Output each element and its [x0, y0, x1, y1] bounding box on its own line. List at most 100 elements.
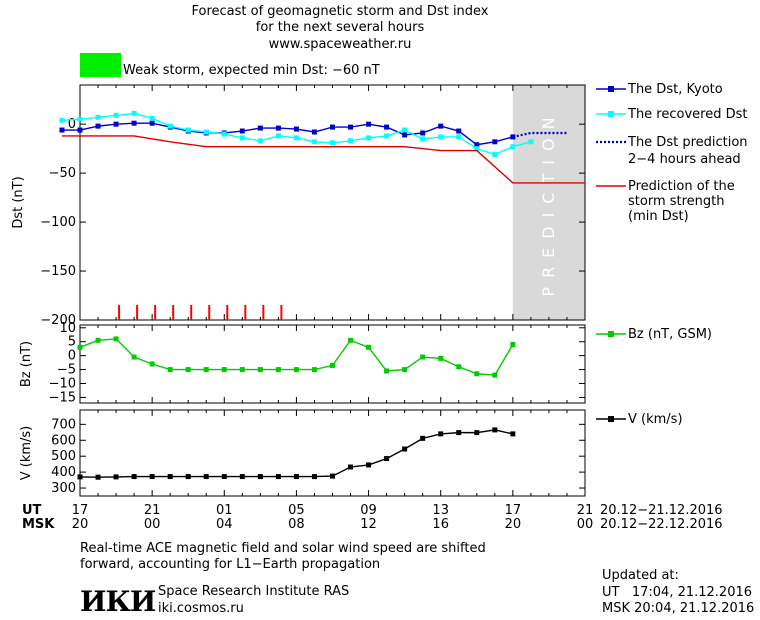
panel-2-ylabel: V (km/s) [19, 426, 34, 481]
y-tick-label: 0 [68, 349, 76, 364]
data-point [275, 474, 281, 480]
propagation-note-line2: forward, accounting for L1−Earth propaga… [80, 557, 381, 572]
data-point [95, 337, 101, 343]
data-point [149, 115, 155, 121]
y-tick-label: 10 [59, 321, 76, 336]
data-point [311, 474, 317, 480]
data-point [402, 127, 408, 133]
data-point [59, 117, 65, 123]
y-tick-label: −200 [40, 313, 76, 328]
data-point [510, 342, 516, 347]
data-point [221, 474, 227, 480]
data-point [330, 124, 335, 130]
data-point [492, 139, 498, 145]
time-tick-label: 21 [576, 503, 594, 518]
prediction-band [512, 85, 585, 320]
data-point [95, 114, 101, 120]
data-point [438, 123, 444, 129]
y-tick-label: −15 [49, 390, 76, 405]
institute-url[interactable]: iki.cosmos.ru [158, 601, 244, 616]
data-point [149, 474, 155, 480]
data-point [474, 142, 480, 148]
data-point [348, 138, 354, 144]
legend-marker [608, 111, 614, 117]
data-point [293, 135, 299, 141]
data-point [402, 446, 408, 452]
data-point [366, 121, 372, 127]
series-0-2 [512, 131, 567, 138]
data-point [59, 127, 65, 133]
data-point [311, 139, 317, 145]
data-point [113, 474, 119, 480]
data-point [456, 134, 462, 140]
series-2-0 [77, 427, 516, 480]
chart-title-line1: Forecast of geomagnetic storm and Dst in… [191, 4, 489, 19]
data-point [366, 462, 372, 468]
data-point [438, 431, 444, 437]
data-point [167, 123, 173, 129]
series-line [61, 122, 514, 146]
iki-logo: ИКИ [80, 585, 156, 618]
legend-label: storm strength [628, 194, 725, 209]
series-0-3 [61, 135, 585, 184]
data-point [293, 126, 299, 132]
data-point [420, 130, 426, 136]
time-tick-label: 08 [288, 517, 305, 532]
legend-label: V (km/s) [628, 412, 683, 427]
data-point [402, 367, 408, 373]
data-point [149, 120, 155, 126]
data-point [185, 367, 191, 373]
data-point [77, 127, 83, 133]
ut-axis-label: UT [22, 503, 42, 518]
legend-label: Prediction of the [628, 179, 735, 194]
series-0-1 [59, 110, 534, 158]
data-point [456, 128, 462, 134]
data-point [113, 121, 119, 127]
data-point [492, 372, 498, 378]
ut-date-range: 20.12−21.12.2016 [600, 503, 723, 518]
panel-0-ylabel: Dst (nT) [11, 176, 26, 228]
data-point [438, 355, 444, 361]
time-tick-label: 12 [360, 517, 377, 532]
y-tick-label: 600 [51, 433, 76, 448]
msk-date-range: 20.12−22.12.2016 [600, 517, 723, 532]
data-point [492, 427, 498, 433]
data-point [402, 132, 408, 138]
legend-label: The Dst, Kyoto [627, 82, 723, 97]
series-0-0 [59, 120, 516, 148]
data-point [366, 344, 372, 350]
data-point [239, 367, 245, 373]
data-point [185, 474, 191, 480]
y-tick-label: −5 [57, 363, 76, 378]
legend-marker [608, 416, 614, 422]
data-point [456, 430, 462, 436]
data-point [167, 367, 173, 373]
data-point [420, 354, 426, 360]
data-point [456, 364, 462, 370]
updated-label: Updated at: [602, 568, 679, 583]
data-point [257, 367, 263, 373]
data-point [510, 431, 516, 437]
storm-status: Weak storm, expected min Dst: −60 nT [123, 63, 380, 78]
time-tick-label: 00 [143, 517, 161, 532]
prediction-label: PREDICTION [539, 108, 558, 296]
data-point [420, 435, 426, 441]
time-tick-label: 17 [71, 503, 89, 518]
y-tick-label: −50 [49, 166, 76, 181]
time-tick-label: 20 [71, 517, 89, 532]
updated-ut: UT 17:04, 21.12.2016 [602, 585, 753, 600]
site-url[interactable]: www.spaceweather.ru [268, 37, 412, 52]
data-point [384, 133, 390, 139]
y-tick-label: 5 [68, 335, 76, 350]
time-tick-label: 20 [504, 517, 522, 532]
data-point [293, 367, 299, 373]
data-point [275, 367, 281, 373]
chart-title-line2: for the next several hours [255, 20, 425, 35]
data-point [311, 367, 317, 373]
y-tick-label: 0 [68, 117, 76, 132]
panel-2-frame [79, 409, 586, 497]
data-point [77, 474, 83, 480]
data-point [113, 112, 119, 118]
y-tick-label: −10 [49, 377, 76, 392]
time-tick-label: 01 [216, 503, 233, 518]
